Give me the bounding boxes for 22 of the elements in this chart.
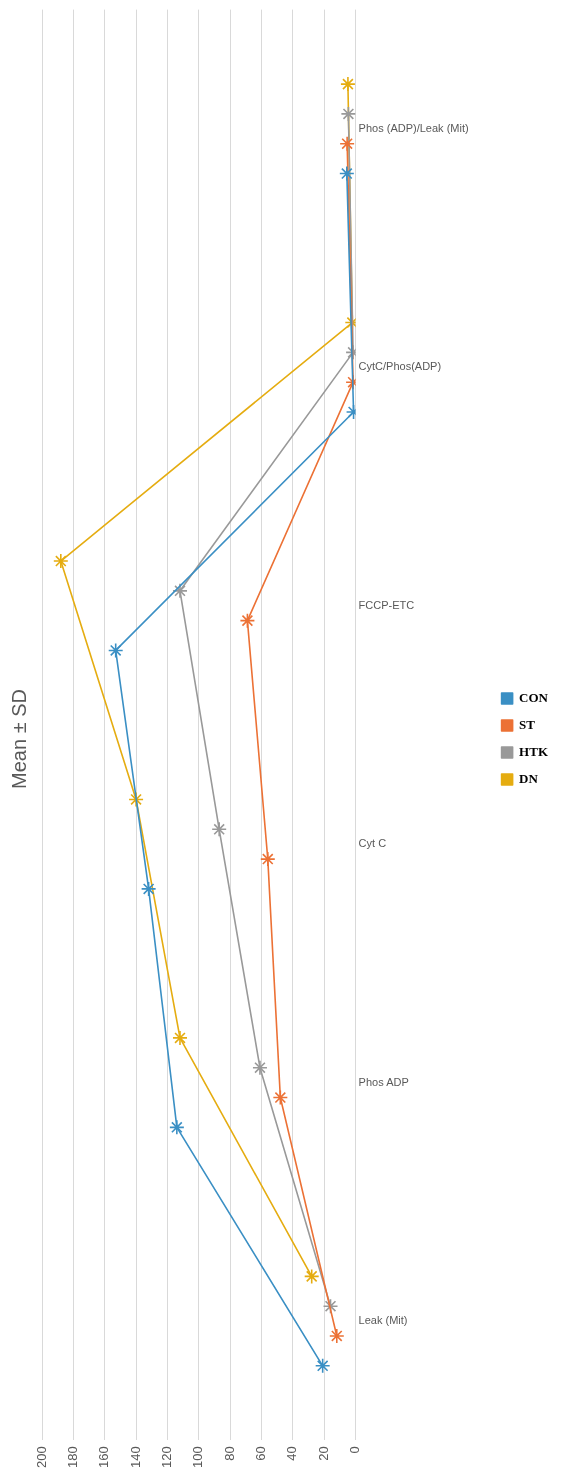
x-tick-label: 80 bbox=[221, 1446, 237, 1461]
x-tick-label: 180 bbox=[64, 1446, 80, 1469]
y-tick-label: FCCP-ETC bbox=[358, 598, 415, 611]
x-tick-label: 0 bbox=[347, 1446, 363, 1454]
x-tick-label: 40 bbox=[284, 1446, 300, 1461]
text: Mean ± SD bbox=[7, 689, 30, 789]
legend-label: DN bbox=[519, 770, 539, 786]
x-tick-label: 140 bbox=[127, 1446, 143, 1469]
legend-label: HTK bbox=[519, 743, 549, 759]
x-tick-label: 160 bbox=[96, 1446, 112, 1469]
x-tick-label: 120 bbox=[159, 1446, 175, 1469]
y-tick-label: CytC/Phos(ADP) bbox=[358, 360, 442, 373]
y-tick-label: Cyt C bbox=[358, 837, 387, 850]
y-tick-label: Leak (Mit) bbox=[358, 1314, 408, 1327]
x-tick-label: 100 bbox=[190, 1446, 206, 1469]
x-tick-label: 20 bbox=[315, 1446, 331, 1461]
legend-label: CON bbox=[519, 689, 549, 705]
legend-label: ST bbox=[519, 716, 536, 732]
x-tick-label: 60 bbox=[253, 1446, 269, 1461]
y-tick-label: Phos (ADP)/Leak (Mit) bbox=[358, 121, 469, 134]
x-tick-label: 200 bbox=[33, 1446, 49, 1469]
y-tick-label: Phos ADP bbox=[358, 1075, 409, 1088]
